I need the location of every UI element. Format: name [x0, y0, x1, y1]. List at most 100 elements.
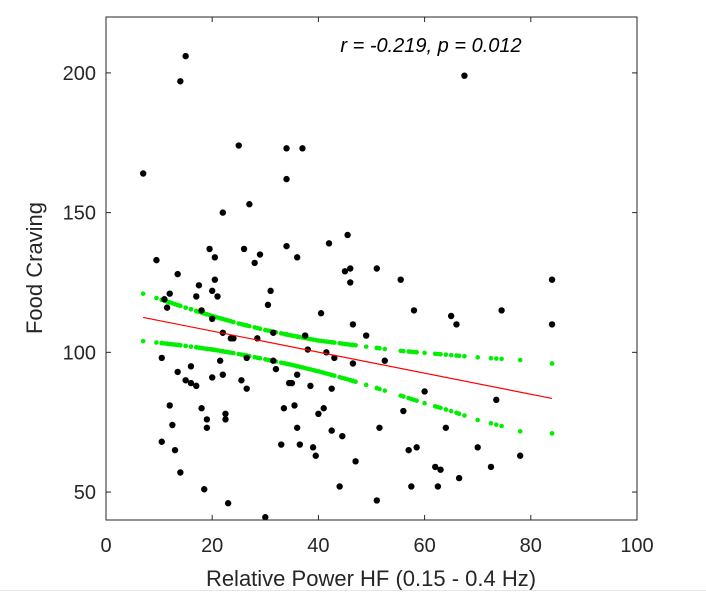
- data-point: [219, 209, 227, 216]
- data-point: [182, 52, 189, 60]
- data-point: [299, 145, 306, 152]
- data-point: [283, 242, 290, 250]
- x-tick-label: 20: [201, 535, 223, 557]
- data-point: [216, 357, 224, 364]
- data-point: [246, 201, 253, 208]
- data-point: [243, 385, 250, 392]
- data-point: [341, 268, 349, 275]
- data-point: [262, 514, 269, 521]
- ci-upper-point: [188, 306, 194, 312]
- ci-lower-band: [140, 338, 555, 436]
- data-point: [362, 332, 370, 339]
- x-tick-label: 100: [620, 535, 653, 557]
- ci-lower-point: [377, 386, 382, 392]
- data-point: [498, 307, 505, 314]
- ci-lower-point: [178, 342, 183, 348]
- data-point: [317, 310, 325, 317]
- data-point: [320, 405, 327, 412]
- ci-upper-point: [401, 348, 406, 354]
- data-point: [166, 290, 173, 297]
- ci-lower-point: [353, 379, 358, 385]
- x-tick-label: 80: [520, 535, 542, 557]
- ci-upper-point: [377, 346, 382, 351]
- data-point: [307, 382, 314, 390]
- y-axis-title: Food Craving: [22, 202, 47, 334]
- data-point: [278, 441, 285, 448]
- data-point: [209, 374, 216, 381]
- data-point: [373, 265, 381, 272]
- data-point: [198, 405, 205, 412]
- ci-lower-point: [231, 350, 236, 356]
- data-point: [153, 256, 160, 264]
- ci-upper-point: [382, 346, 388, 352]
- data-point: [315, 410, 322, 418]
- data-point: [243, 354, 250, 362]
- ci-upper-point: [517, 357, 523, 363]
- data-point: [203, 416, 211, 423]
- ci-upper-point: [499, 356, 504, 362]
- data-point: [193, 293, 200, 300]
- data-point: [238, 377, 245, 384]
- data-point: [408, 483, 415, 490]
- data-point: [169, 421, 176, 429]
- data-point: [400, 407, 407, 415]
- data-point: [195, 282, 203, 289]
- ci-lower-point: [493, 422, 499, 427]
- ci-upper-point: [247, 323, 252, 329]
- y-tick-label: 200: [63, 63, 96, 85]
- ci-upper-point: [549, 361, 555, 366]
- data-point: [328, 427, 335, 434]
- data-point: [174, 270, 181, 278]
- data-point: [166, 402, 173, 409]
- ci-upper-point: [488, 355, 494, 361]
- ci-upper-point: [456, 353, 462, 359]
- data-point: [447, 312, 455, 320]
- data-point: [209, 287, 216, 295]
- ci-lower-point: [438, 405, 443, 411]
- data-point: [211, 254, 219, 261]
- plot-frame: [105, 16, 638, 521]
- data-point: [293, 424, 301, 431]
- data-point: [548, 276, 556, 283]
- data-point: [493, 396, 500, 404]
- data-points: [139, 52, 556, 521]
- data-point: [474, 444, 481, 451]
- data-point: [177, 78, 184, 85]
- data-point: [381, 357, 388, 364]
- data-point: [193, 382, 200, 390]
- data-point: [442, 424, 450, 431]
- data-point: [187, 363, 195, 370]
- data-point: [272, 365, 280, 373]
- data-point: [264, 301, 272, 309]
- ci-lower-point: [257, 355, 263, 361]
- data-point: [373, 497, 381, 504]
- data-point: [461, 72, 468, 79]
- bottom-divider: [0, 590, 706, 591]
- data-point: [203, 424, 211, 431]
- data-point: [283, 145, 290, 152]
- data-point: [548, 321, 556, 328]
- data-point: [405, 446, 412, 454]
- data-point: [336, 483, 343, 490]
- annotation-text: r = -0.219, p = 0.012: [340, 35, 521, 57]
- ci-lower-point: [475, 417, 481, 423]
- data-point: [376, 424, 383, 431]
- ci-upper-point: [438, 351, 443, 357]
- data-point: [516, 452, 524, 459]
- data-point: [413, 444, 420, 451]
- ci-lower-point: [140, 338, 146, 344]
- data-point: [158, 354, 165, 362]
- data-point: [230, 335, 237, 342]
- data-point: [174, 368, 181, 376]
- ci-upper-point: [475, 355, 481, 360]
- data-point: [224, 500, 232, 507]
- ci-upper-band: [140, 291, 555, 366]
- data-point: [158, 438, 165, 445]
- data-point: [201, 486, 208, 493]
- ci-lower-point: [401, 394, 406, 399]
- data-point: [301, 332, 309, 339]
- data-point: [206, 245, 213, 253]
- x-axis-title: Relative Power HF (0.15 - 0.4 Hz): [206, 566, 536, 591]
- data-point: [349, 321, 357, 328]
- ci-upper-point: [448, 352, 454, 358]
